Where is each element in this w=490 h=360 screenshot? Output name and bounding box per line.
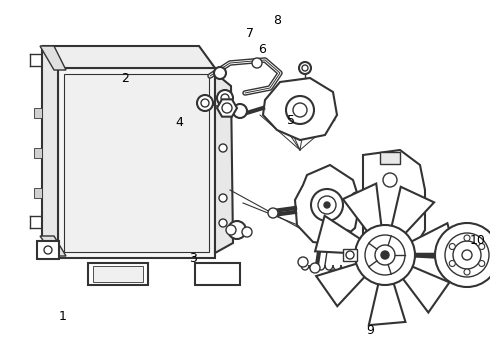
Circle shape	[222, 103, 232, 113]
Circle shape	[479, 261, 485, 266]
Circle shape	[217, 90, 233, 106]
Circle shape	[268, 208, 278, 218]
Polygon shape	[401, 223, 457, 259]
Circle shape	[219, 194, 227, 202]
Circle shape	[365, 235, 405, 275]
Polygon shape	[42, 46, 215, 68]
Bar	[88, 263, 148, 285]
Circle shape	[449, 243, 455, 249]
Text: 7: 7	[246, 27, 254, 40]
Bar	[380, 152, 400, 164]
Circle shape	[381, 251, 389, 259]
Polygon shape	[40, 236, 66, 256]
Bar	[34, 148, 42, 158]
Circle shape	[462, 250, 472, 260]
Text: 5: 5	[287, 113, 295, 126]
Polygon shape	[263, 78, 337, 140]
Bar	[37, 241, 59, 259]
Circle shape	[375, 245, 395, 265]
Text: 10: 10	[470, 234, 486, 247]
Text: 6: 6	[258, 42, 266, 55]
Bar	[34, 108, 42, 118]
Polygon shape	[58, 68, 215, 258]
Circle shape	[351, 192, 363, 204]
Polygon shape	[389, 187, 434, 240]
Circle shape	[310, 263, 320, 273]
Bar	[343, 249, 357, 261]
Polygon shape	[42, 46, 58, 258]
Text: 3: 3	[189, 252, 197, 266]
Circle shape	[464, 235, 470, 241]
Circle shape	[449, 261, 455, 266]
Circle shape	[221, 94, 229, 102]
Text: 9: 9	[366, 324, 374, 337]
Circle shape	[233, 104, 247, 118]
Circle shape	[226, 225, 236, 235]
Circle shape	[379, 234, 391, 246]
Circle shape	[214, 67, 226, 79]
Polygon shape	[316, 261, 373, 306]
Circle shape	[242, 227, 252, 237]
Circle shape	[252, 58, 262, 68]
Circle shape	[44, 246, 52, 254]
Text: 2: 2	[121, 72, 129, 85]
Circle shape	[286, 96, 314, 124]
Polygon shape	[295, 165, 360, 245]
Text: 1: 1	[59, 310, 67, 324]
Bar	[34, 188, 42, 198]
Circle shape	[328, 270, 338, 280]
Polygon shape	[343, 184, 383, 240]
Circle shape	[201, 99, 209, 107]
Polygon shape	[217, 99, 237, 117]
Bar	[195, 263, 240, 285]
Polygon shape	[40, 46, 66, 70]
Circle shape	[318, 196, 336, 214]
Circle shape	[293, 103, 307, 117]
Circle shape	[445, 233, 489, 277]
Bar	[93, 266, 143, 282]
Text: 4: 4	[175, 116, 183, 129]
Circle shape	[324, 202, 330, 208]
Polygon shape	[369, 272, 405, 325]
Circle shape	[346, 251, 354, 259]
Circle shape	[453, 241, 481, 269]
Polygon shape	[363, 150, 425, 258]
Circle shape	[435, 223, 490, 287]
Circle shape	[228, 221, 246, 239]
Circle shape	[302, 65, 308, 71]
Circle shape	[197, 95, 213, 111]
Circle shape	[311, 189, 343, 221]
Circle shape	[399, 204, 411, 216]
Polygon shape	[397, 262, 449, 312]
Circle shape	[383, 173, 397, 187]
Circle shape	[355, 225, 415, 285]
Circle shape	[479, 243, 485, 249]
Circle shape	[219, 144, 227, 152]
Circle shape	[464, 269, 470, 275]
Polygon shape	[315, 216, 368, 254]
Circle shape	[299, 62, 311, 74]
Circle shape	[298, 257, 308, 267]
Bar	[64, 74, 209, 252]
Text: 8: 8	[273, 14, 281, 27]
Circle shape	[219, 99, 227, 107]
Circle shape	[219, 219, 227, 227]
Polygon shape	[215, 73, 233, 253]
Circle shape	[342, 230, 352, 240]
